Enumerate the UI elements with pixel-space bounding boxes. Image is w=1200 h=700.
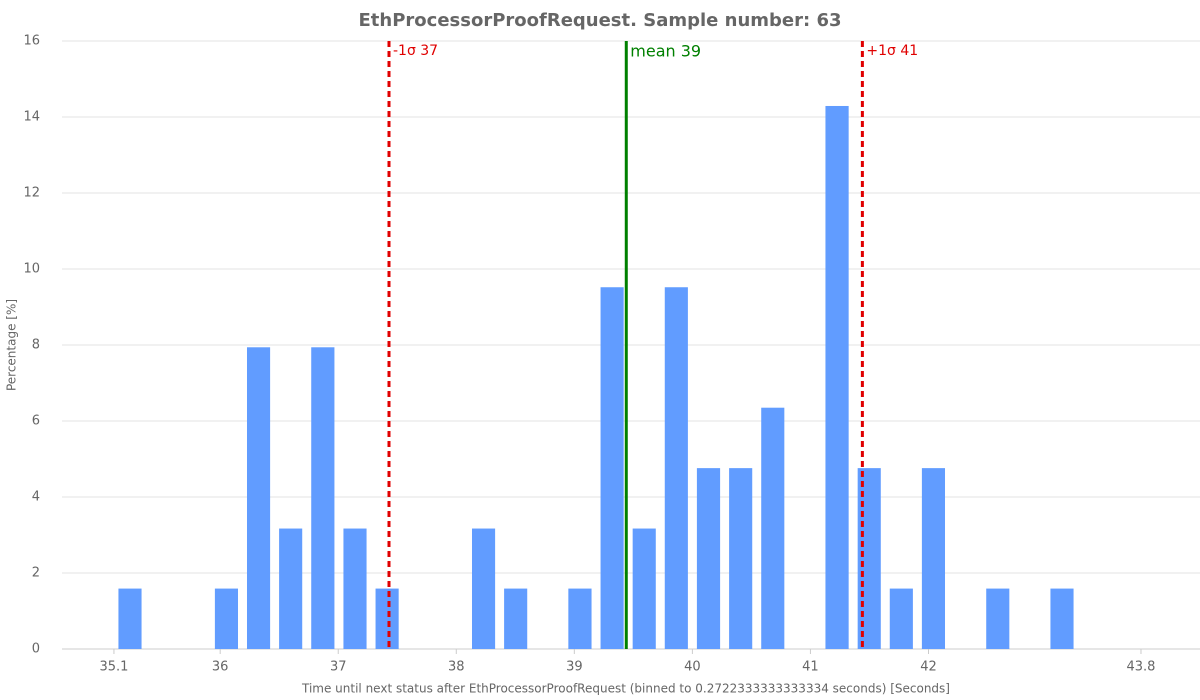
- bar: [568, 588, 592, 649]
- y-tick-label: 4: [32, 490, 40, 505]
- y-tick-label: 16: [23, 34, 40, 49]
- y-tick-label: 12: [23, 186, 40, 201]
- bar: [729, 468, 753, 649]
- bar: [986, 588, 1010, 649]
- bar: [889, 588, 913, 649]
- bar: [664, 287, 688, 649]
- y-tick-label: 14: [23, 110, 40, 125]
- y-tick-label: 2: [32, 566, 40, 581]
- x-tick-label: 35.1: [99, 660, 128, 675]
- x-tick-label: 42: [920, 660, 937, 675]
- bar: [279, 528, 303, 649]
- x-tick-label: 41: [802, 660, 819, 675]
- y-tick-label: 8: [32, 338, 40, 353]
- x-tick-label: 39: [566, 660, 583, 675]
- bar: [246, 347, 271, 649]
- bar: [343, 528, 367, 649]
- bar: [632, 528, 656, 649]
- y-tick-label: 0: [32, 642, 40, 657]
- x-tick-label: 43.8: [1126, 660, 1155, 675]
- y-tick-label: 10: [23, 262, 40, 277]
- bar: [471, 528, 496, 649]
- bar: [214, 588, 239, 649]
- stat-label: +1σ 41: [866, 43, 918, 59]
- bar: [504, 588, 528, 649]
- bar: [921, 468, 946, 649]
- bar: [311, 347, 335, 649]
- bar: [825, 105, 849, 650]
- x-tick-label: 38: [448, 660, 465, 675]
- x-tick-label: 36: [212, 660, 229, 675]
- y-tick-label: 6: [32, 414, 40, 429]
- x-axis-label: Time until next status after EthProcesso…: [301, 682, 950, 696]
- bar: [761, 407, 785, 649]
- stat-label: mean 39: [630, 42, 701, 61]
- x-tick-label: 40: [684, 660, 701, 675]
- y-axis-label: Percentage [%]: [5, 299, 19, 391]
- x-tick-label: 37: [330, 660, 347, 675]
- bar: [1050, 588, 1074, 649]
- bar: [696, 468, 721, 649]
- chart-title: EthProcessorProofRequest. Sample number:…: [359, 10, 842, 31]
- bar: [600, 287, 624, 649]
- stat-label: -1σ 37: [393, 43, 438, 59]
- bar: [375, 588, 399, 649]
- bar: [118, 588, 142, 649]
